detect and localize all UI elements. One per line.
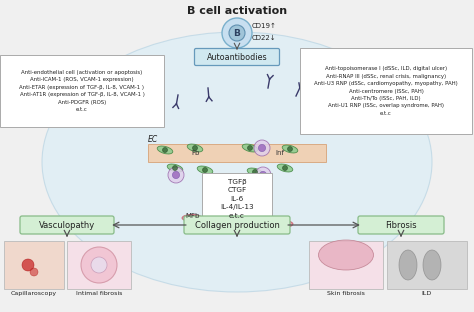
Circle shape — [190, 216, 194, 220]
Circle shape — [30, 268, 38, 276]
FancyBboxPatch shape — [300, 48, 472, 134]
Circle shape — [168, 167, 184, 183]
Text: CD22↓: CD22↓ — [252, 35, 277, 41]
FancyBboxPatch shape — [358, 216, 444, 234]
Text: Autoantibodies: Autoantibodies — [207, 52, 267, 61]
Text: ILD: ILD — [422, 291, 432, 296]
FancyBboxPatch shape — [0, 55, 164, 127]
Circle shape — [281, 222, 285, 226]
Circle shape — [229, 25, 245, 41]
Circle shape — [247, 145, 253, 150]
Circle shape — [91, 257, 107, 273]
FancyBboxPatch shape — [387, 241, 467, 289]
Circle shape — [81, 247, 117, 283]
Ellipse shape — [247, 168, 263, 176]
Circle shape — [192, 145, 198, 150]
Ellipse shape — [197, 166, 213, 174]
Text: Skin fibrosis: Skin fibrosis — [327, 291, 365, 296]
FancyBboxPatch shape — [148, 144, 326, 162]
Ellipse shape — [167, 164, 183, 172]
Ellipse shape — [42, 32, 432, 292]
FancyBboxPatch shape — [20, 216, 114, 234]
Ellipse shape — [399, 250, 417, 280]
Text: Capillaroscopy: Capillaroscopy — [11, 291, 57, 296]
Circle shape — [22, 259, 34, 271]
Text: TGFβ
CTGF
IL-6
IL-4/IL-13
e.t.c: TGFβ CTGF IL-6 IL-4/IL-13 e.t.c — [220, 179, 254, 219]
Circle shape — [258, 144, 265, 152]
Ellipse shape — [242, 144, 258, 152]
Text: Inf: Inf — [275, 150, 284, 156]
Circle shape — [253, 169, 257, 174]
Circle shape — [163, 148, 167, 153]
Text: Collagen production: Collagen production — [194, 221, 280, 230]
Ellipse shape — [319, 240, 374, 270]
Text: MFb: MFb — [186, 213, 200, 219]
Text: Intimal fibrosis: Intimal fibrosis — [76, 291, 122, 296]
Circle shape — [254, 140, 270, 156]
FancyBboxPatch shape — [309, 241, 383, 289]
FancyBboxPatch shape — [202, 173, 272, 225]
Ellipse shape — [282, 145, 298, 153]
Text: EC: EC — [148, 135, 158, 144]
Text: Anti-topoisomerase I (dSSc, ILD, digital ulcer)
Anti-RNAP III (dSSc, renal crisi: Anti-topoisomerase I (dSSc, ILD, digital… — [314, 66, 458, 116]
Ellipse shape — [423, 250, 441, 280]
FancyBboxPatch shape — [184, 216, 290, 234]
Ellipse shape — [205, 222, 225, 228]
Text: Anti-endothelial cell (activation or apoptosis)
Anti-ICAM-1 (ROS, VCAM-1 express: Anti-endothelial cell (activation or apo… — [19, 70, 145, 112]
Ellipse shape — [182, 215, 202, 222]
FancyBboxPatch shape — [4, 241, 64, 289]
Circle shape — [173, 165, 177, 170]
Circle shape — [255, 167, 271, 183]
Text: Vasculopathy: Vasculopathy — [39, 221, 95, 230]
Ellipse shape — [187, 144, 203, 152]
Circle shape — [202, 168, 208, 173]
FancyBboxPatch shape — [67, 241, 131, 289]
Text: B: B — [234, 28, 240, 37]
Circle shape — [258, 216, 262, 220]
Circle shape — [173, 171, 180, 178]
Ellipse shape — [157, 146, 173, 154]
Circle shape — [288, 147, 292, 152]
Ellipse shape — [277, 164, 293, 172]
Circle shape — [259, 171, 266, 178]
Circle shape — [283, 165, 288, 170]
Text: Fb: Fb — [192, 150, 200, 156]
Ellipse shape — [250, 215, 270, 222]
Text: Fibrosis: Fibrosis — [385, 221, 417, 230]
Ellipse shape — [273, 221, 293, 227]
Circle shape — [213, 223, 217, 227]
FancyBboxPatch shape — [194, 48, 280, 66]
Text: B cell activation: B cell activation — [187, 6, 287, 16]
Text: CD19↑: CD19↑ — [252, 23, 277, 29]
Circle shape — [222, 18, 252, 48]
